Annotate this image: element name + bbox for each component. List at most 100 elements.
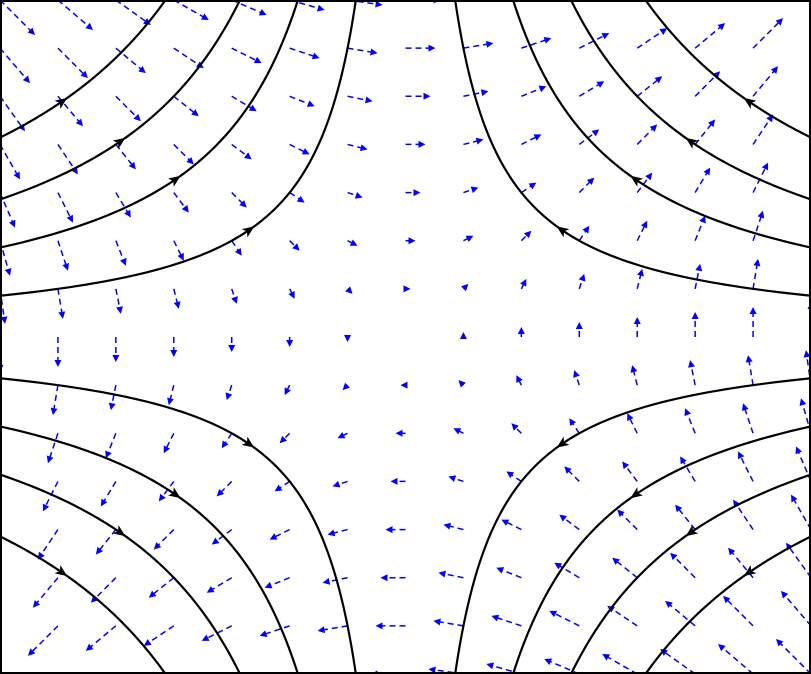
arrow-head [292,243,300,251]
arrow-shaft [205,625,233,640]
arrow-shaft [694,219,705,241]
arrow-head [602,654,611,661]
quiver-arrow [602,654,638,674]
arrow-shaft [783,593,811,627]
arrow-head [390,477,398,485]
arrow-head [124,209,131,218]
quiver-arrow [660,649,696,674]
quiver-arrow [511,423,522,434]
streamline-arrow [743,565,757,577]
quiver-arrow [57,144,78,175]
arrow-shaft [289,143,307,154]
quiver-arrow [317,625,348,634]
streamline-arrow [630,175,644,187]
streamline-arrow [556,436,570,448]
quiver-arrow [269,528,290,540]
quiver-arrow [733,499,754,530]
quiver-arrow [163,432,175,454]
arrow-head [649,124,658,132]
arrow-head [100,498,108,507]
quiver-arrow [405,44,436,52]
arrow-shaft [686,411,696,434]
arrow-shaft [0,47,28,81]
arrow-shaft [792,497,811,530]
quiver-arrow [718,644,754,674]
arrow-shaft [57,47,86,76]
streamline [644,0,811,139]
quiver-arrow [173,143,194,165]
quiver-arrow [688,360,696,386]
quiver-arrow [153,529,175,550]
arrow-head [221,440,229,449]
arrow-head [703,167,711,176]
arrow-shaft [578,82,602,97]
streamline-path [0,0,167,139]
quiver-arrow [405,237,416,245]
arrow-shaft [694,170,709,193]
quiver-arrow [289,191,305,203]
arrow-shaft [88,625,117,649]
arrow-head [116,306,123,314]
arrow-shaft [30,625,59,654]
arrow-shaft [231,47,259,62]
arrow-shaft [39,529,59,557]
quiver-arrow [288,288,295,299]
arrow-head [803,350,811,358]
arrow-shaft [720,646,754,674]
arrow-head [286,340,294,347]
arrow-head [354,192,363,199]
arrow-head [332,480,341,488]
arrow-shaft [219,480,233,494]
quiver-arrow [636,268,644,290]
streamline [0,473,241,674]
arrow-head [201,634,210,641]
quiver-arrow [459,332,467,339]
streamline-path [0,473,241,674]
arrow-shaft [624,464,638,482]
arrow-head [244,152,252,160]
quiver-arrow [516,375,523,386]
quiver-arrow [694,71,721,97]
arrow-head [443,522,452,530]
arrow-head [62,262,70,271]
arrow-head [491,614,500,622]
arrow-shaft [289,95,312,106]
arrow-shaft [115,240,125,263]
quiver-arrow [521,85,547,97]
arrow-shaft [748,359,754,386]
arrow-head [461,283,469,292]
quiver-arrow [115,288,123,314]
arrow-head [27,648,36,656]
arrow-head [645,172,653,181]
arrow-shaft [667,602,696,627]
arrow-shaft [115,0,148,24]
arrow-head [428,666,436,674]
arrow-head [637,268,644,277]
arrow-head [248,104,257,112]
arrow-shaft [752,214,763,241]
quiver-arrow [636,220,648,242]
arrow-head [501,519,510,526]
arrow-shaft [574,373,580,386]
arrow-shaft [752,117,772,145]
arrow-head [554,562,563,570]
arrow-head [633,317,641,324]
quiver-arrow [380,574,406,582]
quiver-arrow [37,529,59,560]
arrow-shaft [552,612,580,627]
arrow-head [191,109,199,117]
arrow-head [448,475,457,482]
streamline-arrow [167,487,181,499]
quiver-arrow [100,481,117,507]
quiver-arrow [342,382,350,391]
quiver-arrow [752,258,761,289]
arrow-shaft [93,577,117,601]
quiver-arrow [670,552,696,579]
arrow-head [85,22,93,30]
arrow-shaft [97,529,117,552]
arrow-head [46,455,54,464]
arrow-head [745,355,753,363]
arrow-shaft [752,69,776,97]
arrow-shaft [173,47,201,67]
quiver-arrow [617,509,638,531]
